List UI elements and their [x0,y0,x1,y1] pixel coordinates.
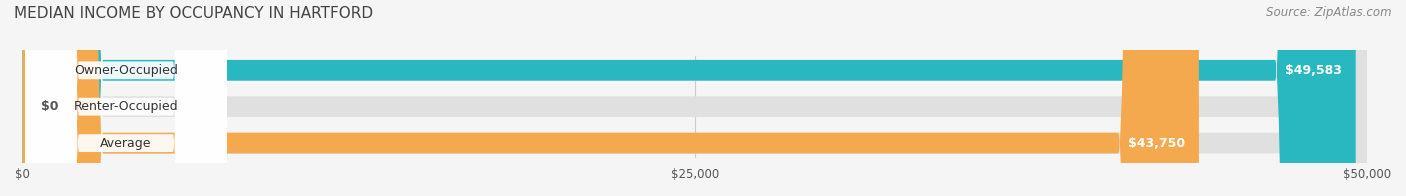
Text: Owner-Occupied: Owner-Occupied [75,64,179,77]
Text: $0: $0 [41,100,59,113]
FancyBboxPatch shape [22,0,1367,196]
FancyBboxPatch shape [22,0,1199,196]
Text: $49,583: $49,583 [1285,64,1343,77]
Text: Source: ZipAtlas.com: Source: ZipAtlas.com [1267,6,1392,19]
Text: Renter-Occupied: Renter-Occupied [73,100,179,113]
FancyBboxPatch shape [22,0,1355,196]
FancyBboxPatch shape [25,0,226,196]
Text: Average: Average [100,137,152,150]
FancyBboxPatch shape [22,0,1367,196]
FancyBboxPatch shape [25,0,226,196]
Text: MEDIAN INCOME BY OCCUPANCY IN HARTFORD: MEDIAN INCOME BY OCCUPANCY IN HARTFORD [14,6,373,21]
FancyBboxPatch shape [25,0,226,196]
Text: $43,750: $43,750 [1128,137,1185,150]
FancyBboxPatch shape [22,0,1367,196]
